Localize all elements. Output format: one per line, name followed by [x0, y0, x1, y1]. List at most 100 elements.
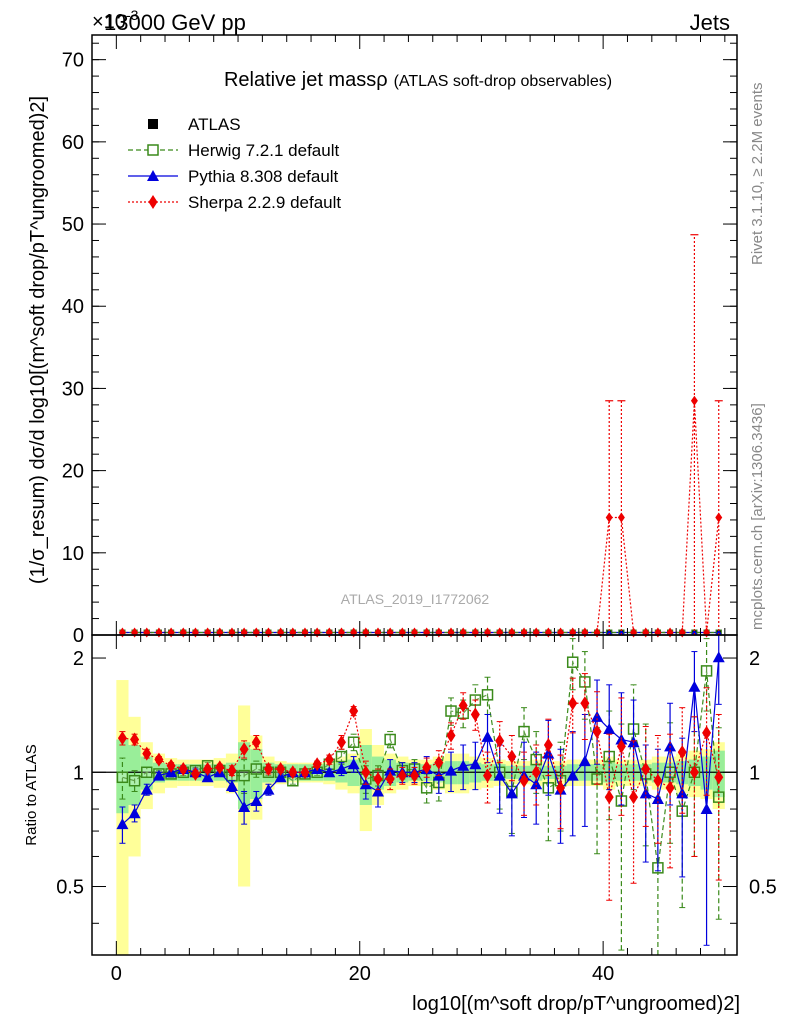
pythia-ratio-point: [201, 771, 214, 783]
sherpa-ratio-point: [580, 696, 590, 711]
ratio-line: [122, 657, 720, 825]
sherpa-ratio-point: [312, 757, 322, 772]
sherpa-ratio-point: [702, 725, 712, 740]
sherpa-ratio-point: [556, 780, 566, 795]
y-axis-label: (1/σ_resum) dσ/d log10[(m^soft drop/pT^u…: [27, 96, 49, 584]
watermark: ATLAS_2019_I1772062: [341, 591, 490, 607]
pythia-ratio-point: [688, 680, 701, 692]
herwig-ratio-point: [384, 733, 396, 746]
herwig-ratio-point: [141, 766, 153, 779]
pythia-ratio-point: [335, 763, 348, 775]
herwig-ratio-point: [712, 791, 725, 803]
sherpa-ratio-point: [507, 749, 517, 764]
sherpa-ratio-point: [665, 780, 675, 795]
sherpa-point: [240, 627, 248, 638]
sherpa-point: [496, 627, 504, 638]
y-tick-label: 10: [62, 543, 84, 565]
plot-title-sub: (ATLAS soft-drop observables): [394, 73, 612, 90]
sherpa-point: [532, 627, 540, 638]
legend-label: Pythia 8.308 default: [188, 167, 339, 186]
sherpa-ratio-point: [263, 762, 273, 777]
sherpa-point: [459, 627, 467, 638]
pythia-ratio-point: [371, 785, 384, 797]
legend-marker: [148, 119, 158, 129]
sherpa-point: [301, 627, 309, 638]
herwig-ratio-point: [566, 656, 579, 668]
herwig-ratio-point: [128, 774, 141, 787]
legend-label: Herwig 7.2.1 default: [188, 141, 339, 160]
sherpa-point: [617, 512, 625, 523]
sherpa-ratio-point: [300, 765, 310, 780]
sherpa-point: [155, 627, 163, 638]
sherpa-point: [337, 627, 345, 638]
sherpa-point: [690, 395, 698, 406]
sherpa-ratio-point: [714, 770, 724, 785]
sherpa-ratio-point: [629, 790, 639, 805]
sherpa-ratio-point: [483, 768, 493, 783]
sherpa-ratio-point: [531, 765, 541, 780]
x-axis-label: log10[(m^soft drop/pT^ungroomed)2]: [412, 993, 740, 1015]
sherpa-point: [325, 627, 333, 638]
sherpa-ratio-point: [519, 773, 529, 788]
sherpa-point: [447, 627, 455, 638]
sherpa-point: [569, 627, 577, 638]
sherpa-ratio-point: [434, 755, 444, 770]
sherpa-ratio-point: [677, 745, 687, 760]
sherpa-ratio-point: [276, 762, 286, 777]
x-tick-label: 40: [592, 963, 614, 985]
sherpa-point: [581, 627, 589, 638]
sherpa-ratio-point: [215, 760, 225, 775]
ratio-panel: 0.5 0.5 1 1 2 2 0 20 40 Ratio to ATLAS log10[(m…: [23, 35, 777, 1015]
herwig-ratio-point: [335, 750, 348, 763]
exponent-label: ×10-3: [92, 7, 139, 33]
pythia-ratio-point: [274, 771, 287, 783]
sherpa-ratio-point: [239, 742, 249, 757]
sherpa-point: [471, 627, 479, 638]
pythia-ratio-point: [262, 783, 275, 795]
plot-title-main: Relative jet massρ: [224, 69, 388, 91]
main-panel: ATLAS_2019_I1772062 Relative jet massρ (A…: [27, 34, 738, 647]
pythia-ratio-point: [457, 759, 470, 771]
sherpa-ratio-point: [203, 762, 213, 777]
sherpa-point: [715, 512, 723, 523]
sherpa-point: [703, 627, 711, 638]
pythia-ratio-point: [445, 764, 458, 776]
pythia-point: [606, 629, 613, 635]
sherpa-point: [435, 627, 443, 638]
sherpa-point: [557, 627, 565, 638]
herwig-ratio-point: [238, 769, 250, 782]
sherpa-point: [484, 627, 492, 638]
pythia-ratio-point: [323, 766, 336, 778]
y-tick-label: 70: [62, 50, 84, 72]
pythia-ratio-point: [712, 651, 725, 663]
pythia-ratio-point: [505, 787, 518, 799]
pythia-ratio-point: [481, 730, 494, 742]
herwig-ratio-point: [347, 736, 360, 748]
main-y-axis: 0 10 20 30 40 50 60 70: [62, 42, 737, 647]
sherpa-ratio-point: [422, 760, 432, 775]
sherpa-point: [520, 627, 528, 638]
ratio-tick-label: 0.5: [56, 877, 84, 899]
pythia-ratio-point: [347, 758, 360, 770]
pythia-ratio-point: [250, 795, 263, 807]
sherpa-point: [678, 627, 686, 638]
sherpa-ratio-point: [130, 732, 140, 747]
sherpa-point: [411, 627, 418, 638]
sherpa-point: [216, 627, 224, 638]
sherpa-ratio-point: [166, 758, 176, 773]
sherpa-ratio-point: [361, 765, 371, 780]
ratio-tick-label-right: 1: [749, 762, 760, 784]
sherpa-point: [252, 627, 260, 638]
sherpa-point: [277, 627, 285, 638]
pythia-point: [618, 629, 625, 635]
beam-label: 13000 GeV pp: [104, 10, 246, 35]
y-tick-label: 40: [62, 296, 84, 318]
pythia-point: [691, 629, 698, 635]
pythia-ratio-point: [116, 818, 129, 830]
sherpa-point: [204, 627, 212, 638]
sherpa-ratio-point: [616, 739, 626, 754]
legend: ATLAS Herwig 7.2.1 default Pythia 8.308 de…: [128, 115, 341, 212]
pythia-ratio-point: [225, 780, 238, 792]
sherpa-point: [118, 627, 126, 638]
